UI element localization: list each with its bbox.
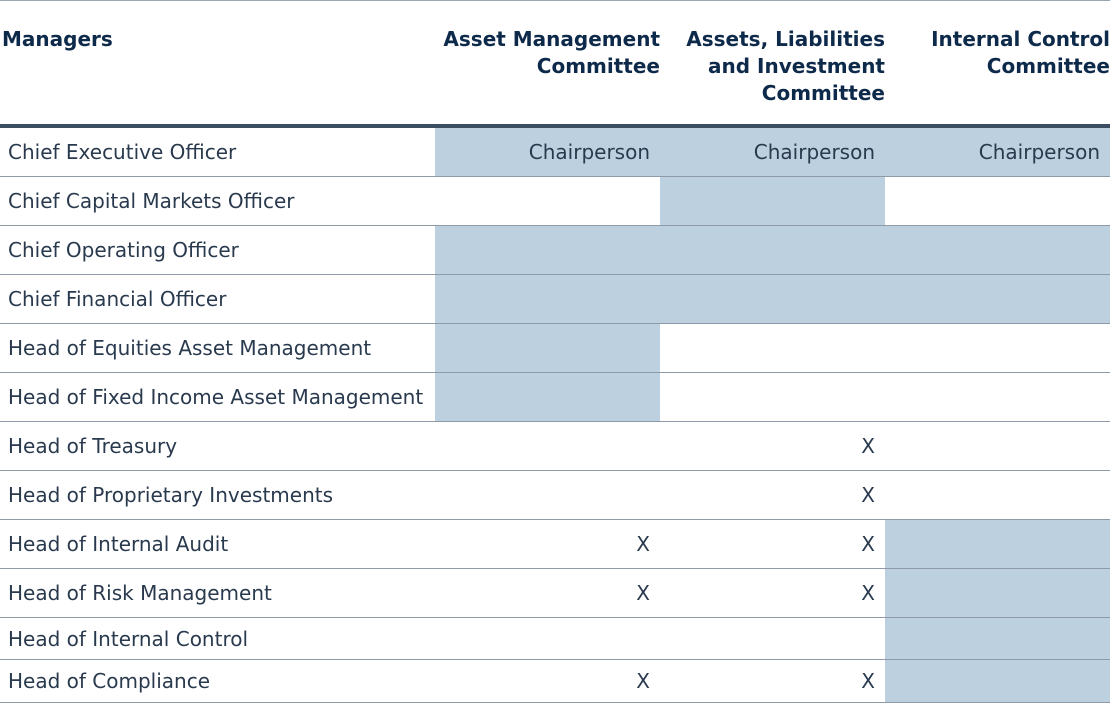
cell-alic: X (660, 421, 885, 471)
manager-name: Chief Financial Officer (0, 274, 435, 324)
cell-internal-control (885, 274, 1110, 324)
header-divider (0, 124, 1110, 128)
cell-asset-management (435, 470, 660, 520)
cell-internal-control (885, 568, 1110, 618)
table-row: Chief Operating Officer (0, 225, 1110, 275)
cell-asset-management: Chairperson (435, 128, 660, 177)
cell-internal-control (885, 372, 1110, 422)
table-row: Head of Internal Control (0, 617, 1110, 660)
cell-alic (660, 176, 885, 226)
cell-asset-management (435, 372, 660, 422)
committee-membership-table: Chief Executive Officer Chairperson Chai… (0, 128, 1110, 703)
cell-alic: X (660, 568, 885, 618)
table-row: Head of Compliance X X (0, 659, 1110, 703)
cell-asset-management (435, 617, 660, 660)
table-row: Chief Executive Officer Chairperson Chai… (0, 128, 1110, 177)
header-asset-management-committee: Asset Management Committee (443, 27, 660, 78)
header-alic-committee: Assets, Liabilities and Investment Commi… (686, 27, 885, 105)
cell-alic (660, 323, 885, 373)
header-internal-control-committee: Internal Control Committee (931, 27, 1110, 78)
cell-asset-management: X (435, 659, 660, 703)
cell-internal-control (885, 519, 1110, 569)
manager-name: Head of Risk Management (0, 568, 435, 618)
cell-asset-management (435, 176, 660, 226)
cell-internal-control (885, 659, 1110, 703)
top-rule (0, 0, 1110, 1)
cell-asset-management (435, 274, 660, 324)
manager-name: Head of Treasury (0, 421, 435, 471)
manager-name: Chief Operating Officer (0, 225, 435, 275)
cell-internal-control (885, 225, 1110, 275)
cell-alic: X (660, 519, 885, 569)
manager-name: Chief Executive Officer (0, 128, 435, 177)
cell-alic (660, 274, 885, 324)
cell-alic (660, 372, 885, 422)
manager-name: Head of Internal Audit (0, 519, 435, 569)
manager-name: Head of Fixed Income Asset Management (0, 372, 435, 422)
manager-name: Chief Capital Markets Officer (0, 176, 435, 226)
cell-internal-control (885, 617, 1110, 660)
cell-alic: X (660, 659, 885, 703)
manager-name: Head of Internal Control (0, 617, 435, 660)
cell-asset-management: X (435, 568, 660, 618)
table-row: Head of Equities Asset Management (0, 323, 1110, 373)
cell-asset-management: X (435, 519, 660, 569)
cell-asset-management (435, 323, 660, 373)
cell-asset-management (435, 225, 660, 275)
table-row: Head of Internal Audit X X (0, 519, 1110, 569)
table-row: Head of Proprietary Investments X (0, 470, 1110, 520)
cell-alic: X (660, 470, 885, 520)
manager-name: Head of Equities Asset Management (0, 323, 435, 373)
cell-alic: Chairperson (660, 128, 885, 177)
table-row: Head of Treasury X (0, 421, 1110, 471)
table-row: Head of Fixed Income Asset Management (0, 372, 1110, 422)
header-managers: Managers (2, 27, 113, 51)
manager-name: Head of Compliance (0, 659, 435, 703)
cell-asset-management (435, 421, 660, 471)
table-row: Chief Capital Markets Officer (0, 176, 1110, 226)
cell-alic (660, 617, 885, 660)
cell-internal-control (885, 323, 1110, 373)
cell-internal-control (885, 470, 1110, 520)
cell-alic (660, 225, 885, 275)
cell-internal-control (885, 176, 1110, 226)
cell-internal-control (885, 421, 1110, 471)
cell-internal-control: Chairperson (885, 128, 1110, 177)
table-row: Head of Risk Management X X (0, 568, 1110, 618)
table-row: Chief Financial Officer (0, 274, 1110, 324)
manager-name: Head of Proprietary Investments (0, 470, 435, 520)
